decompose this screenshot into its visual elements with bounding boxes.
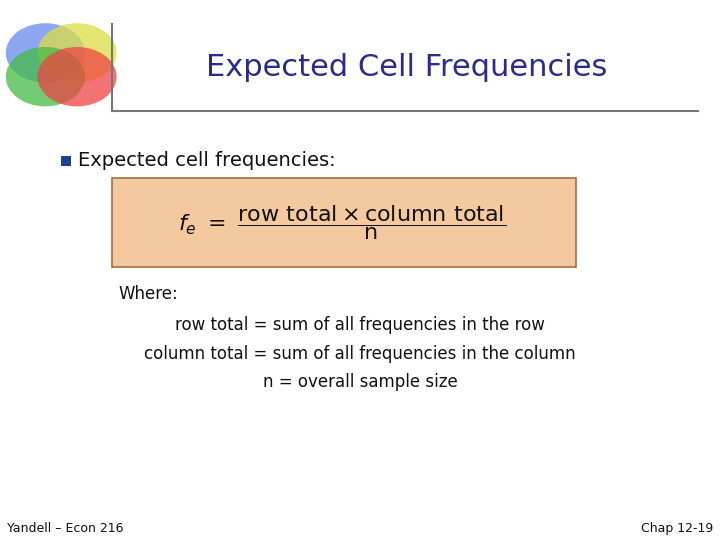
Text: Expected Cell Frequencies: Expected Cell Frequencies [206,53,608,82]
Text: Expected cell frequencies:: Expected cell frequencies: [78,151,336,171]
Text: Yandell – Econ 216: Yandell – Econ 216 [7,522,124,535]
Circle shape [6,23,85,83]
Text: row total = sum of all frequencies in the row: row total = sum of all frequencies in th… [175,316,545,334]
Text: n = overall sample size: n = overall sample size [263,373,457,392]
Text: $f_e \ = \ \dfrac{{\rm row\ total} \times {\rm column\ total}}{{\rm n}}$: $f_e \ = \ \dfrac{{\rm row\ total} \time… [178,203,506,242]
Text: column total = sum of all frequencies in the column: column total = sum of all frequencies in… [144,345,576,363]
Text: Where:: Where: [119,285,179,303]
Circle shape [37,47,117,106]
Text: Chap 12-19: Chap 12-19 [641,522,713,535]
FancyBboxPatch shape [112,178,576,267]
Circle shape [6,47,85,106]
Circle shape [37,23,117,83]
Bar [61,156,71,166]
